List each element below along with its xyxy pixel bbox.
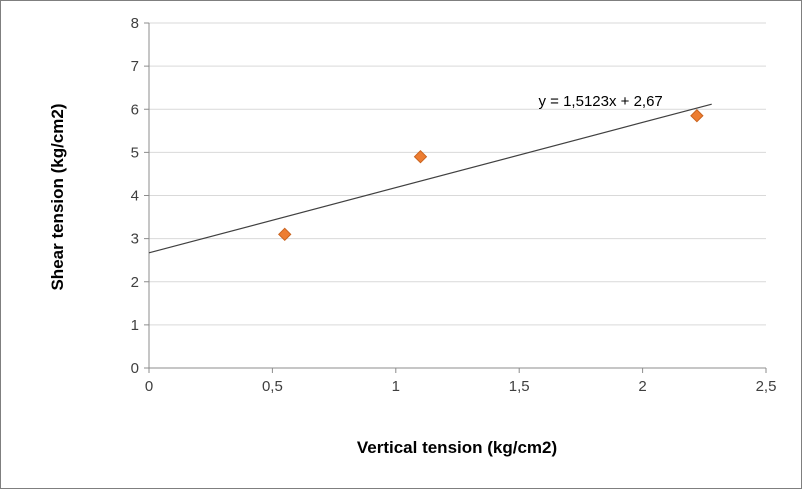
data-point (278, 227, 292, 242)
x-tick-label: 1 (392, 378, 400, 395)
y-tick-label: 1 (131, 317, 139, 334)
y-tick-label: 6 (131, 101, 139, 118)
trendline-equation: y = 1,5123x + 2,67 (539, 93, 663, 110)
x-tick-label: 2 (638, 378, 646, 395)
y-tick-label: 0 (131, 360, 139, 377)
x-tick-label: 0,5 (262, 378, 283, 395)
y-tick-label: 5 (131, 144, 139, 161)
y-tick-label: 7 (131, 58, 139, 75)
data-point (690, 109, 704, 123)
x-tick-label: 1,5 (509, 378, 530, 395)
data-point (413, 149, 428, 164)
x-axis-title: Vertical tension (kg/cm2) (356, 438, 558, 457)
y-tick-label: 2 (131, 274, 139, 291)
x-tick-label: 2,5 (756, 378, 777, 395)
y-axis-title: Shear tension (kg/cm2) (48, 103, 67, 291)
y-tick-label: 4 (131, 188, 139, 205)
y-tick-label: 8 (131, 15, 139, 32)
y-tick-label: 3 (131, 231, 139, 248)
trendline (148, 103, 712, 254)
x-tick-label: 0 (145, 378, 153, 395)
